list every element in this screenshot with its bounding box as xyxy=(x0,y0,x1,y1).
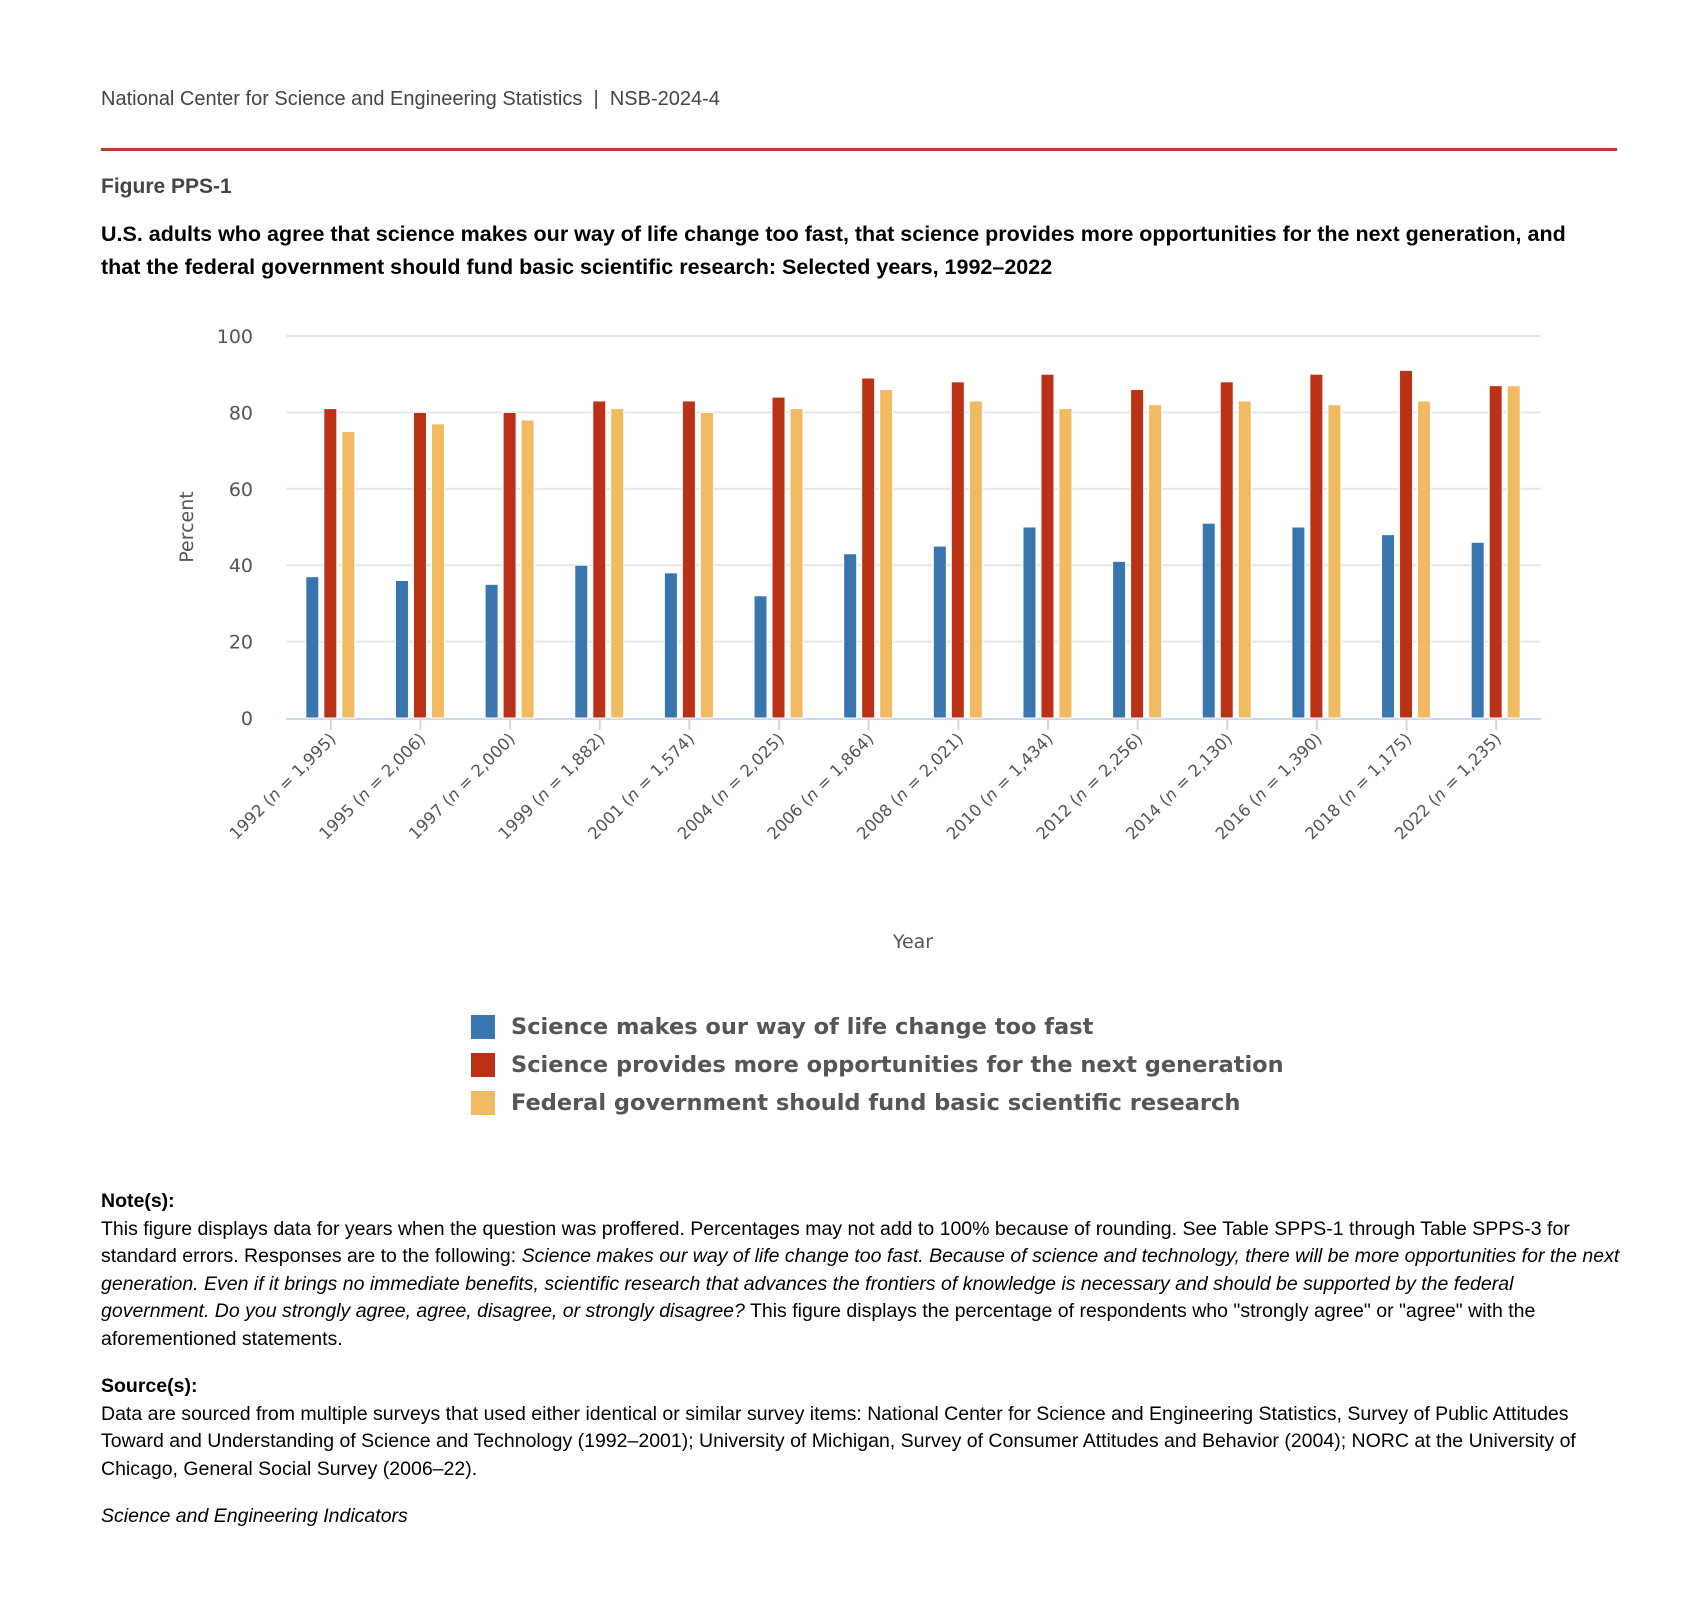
y-tick-label: 80 xyxy=(229,402,253,424)
bar xyxy=(394,579,409,719)
bar xyxy=(699,411,714,719)
bar xyxy=(968,400,983,719)
legend-item[interactable]: Science provides more opportunities for … xyxy=(471,1046,1284,1084)
bar xyxy=(1130,388,1145,719)
figure-title: U.S. adults who agree that science makes… xyxy=(101,222,1566,279)
notes-text-end: This figure displays the percentage of r… xyxy=(101,1300,1536,1350)
footer-publication: Science and Engineering Indicators xyxy=(101,1505,408,1527)
legend-label: Federal government should fund basic sci… xyxy=(511,1090,1241,1116)
bar xyxy=(484,583,499,719)
bar xyxy=(789,408,804,719)
bar xyxy=(305,576,320,719)
bar xyxy=(843,553,858,719)
report-id: NSB-2024-4 xyxy=(609,88,720,110)
bar xyxy=(1219,381,1234,719)
bar xyxy=(592,400,607,719)
bar xyxy=(861,377,876,719)
y-tick-labels: 0 20 40 60 80 100 xyxy=(217,326,253,730)
bar xyxy=(1327,404,1342,719)
legend-item[interactable]: Science makes our way of life change too… xyxy=(471,1008,1284,1046)
bar xyxy=(1022,526,1037,719)
bar xyxy=(950,381,965,719)
bar xyxy=(1058,408,1073,719)
header-rule xyxy=(101,148,1617,151)
bar xyxy=(771,396,786,719)
bar xyxy=(502,411,517,719)
bar xyxy=(1506,385,1521,719)
bar xyxy=(1148,404,1163,719)
figure-label: Figure PPS-1 xyxy=(101,175,232,198)
legend-label: Science provides more opportunities for … xyxy=(511,1052,1284,1078)
sources: Source(s): Data are sourced from multipl… xyxy=(101,1373,1621,1483)
bar xyxy=(1237,400,1252,719)
notes-heading: Note(s): xyxy=(101,1190,175,1212)
bar xyxy=(1417,400,1432,719)
header-separator: | xyxy=(593,88,599,110)
bar xyxy=(1112,560,1127,719)
report-header: National Center for Science and Engineer… xyxy=(101,88,720,111)
bar xyxy=(1291,526,1306,719)
legend-swatch xyxy=(471,1015,495,1039)
bar xyxy=(1488,385,1503,719)
notes: Note(s): This figure displays data for y… xyxy=(101,1188,1621,1353)
y-tick-label: 20 xyxy=(229,632,253,654)
legend: Science makes our way of life change too… xyxy=(471,1008,1284,1122)
sources-heading: Source(s): xyxy=(101,1375,198,1397)
notes-survey-items: Science makes our way of life change too… xyxy=(101,1245,1620,1322)
y-axis-title: Percent xyxy=(176,491,198,563)
bar xyxy=(412,411,427,719)
legend-swatch xyxy=(471,1091,495,1115)
y-tick-label: 100 xyxy=(217,326,253,348)
org-name: National Center for Science and Engineer… xyxy=(101,88,583,110)
bar xyxy=(663,572,678,719)
y-tick-label: 40 xyxy=(229,555,253,577)
bar xyxy=(430,423,445,719)
gridlines xyxy=(286,335,1541,730)
bar xyxy=(1399,369,1414,719)
sources-body: Data are sourced from multiple surveys t… xyxy=(101,1402,1576,1480)
bar xyxy=(753,595,768,719)
bar xyxy=(341,431,356,719)
notes-body: This figure displays data for years when… xyxy=(101,1216,1621,1354)
y-tick-label: 0 xyxy=(241,708,253,730)
legend-swatch xyxy=(471,1053,495,1077)
bar xyxy=(932,545,947,719)
bar xyxy=(610,408,625,719)
legend-item[interactable]: Federal government should fund basic sci… xyxy=(471,1084,1284,1122)
bar xyxy=(879,388,894,719)
y-tick-label: 60 xyxy=(229,479,253,501)
bar xyxy=(1470,541,1485,719)
legend-label: Science makes our way of life change too… xyxy=(511,1014,1094,1040)
x-axis-title: Year xyxy=(892,931,933,953)
bar xyxy=(1201,522,1216,719)
bar xyxy=(323,408,338,719)
bar xyxy=(520,419,535,719)
bar xyxy=(1309,373,1324,719)
bar xyxy=(681,400,696,719)
bar xyxy=(1381,534,1396,719)
x-tick-labels: 1992 (n = 1,995)1995 (n = 2,006)1997 (n … xyxy=(226,729,1505,843)
bar-chart: 0 20 40 60 80 100 1992 (n = 1,995)1995 (n = 2… xyxy=(176,326,1541,953)
bar xyxy=(1040,373,1055,719)
bars xyxy=(305,369,1521,719)
bar xyxy=(574,564,589,719)
notes-text: This figure displays data for years when… xyxy=(101,1217,1570,1268)
